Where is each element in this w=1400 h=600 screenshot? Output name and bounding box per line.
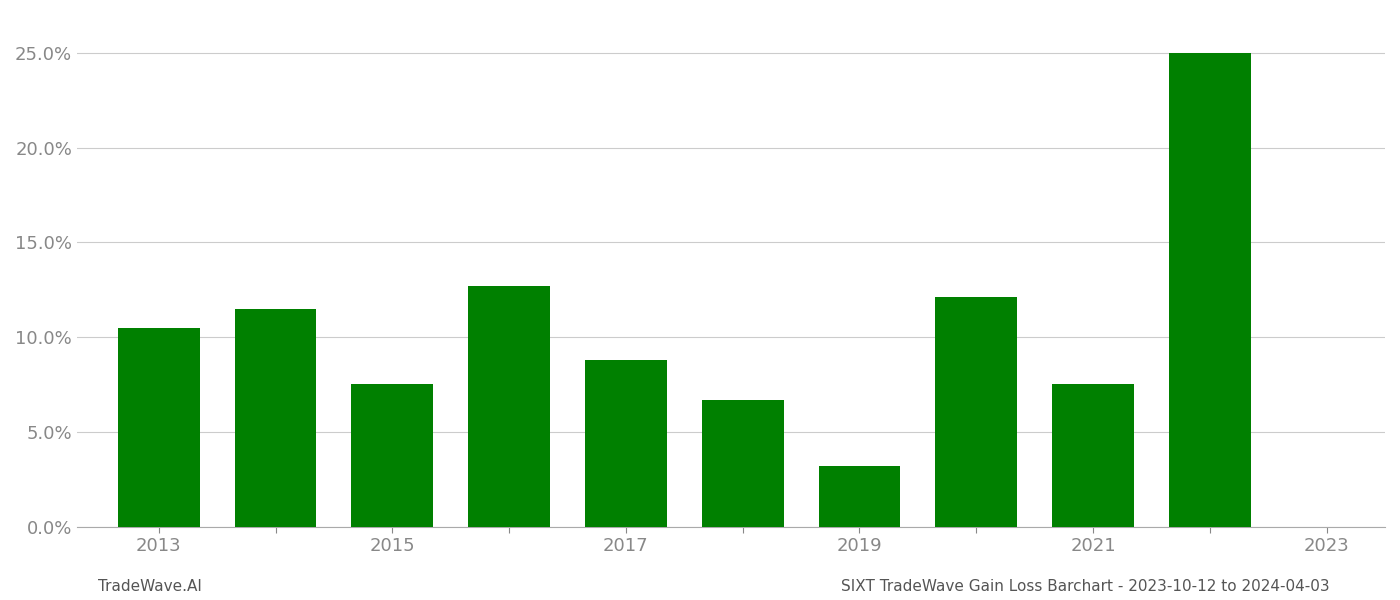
Bar	[351, 385, 433, 527]
Bar	[1169, 53, 1250, 527]
Text: TradeWave.AI: TradeWave.AI	[98, 579, 202, 594]
Bar	[235, 308, 316, 527]
Bar	[468, 286, 550, 527]
Bar	[118, 328, 200, 527]
Bar	[1053, 385, 1134, 527]
Bar	[819, 466, 900, 527]
Text: SIXT TradeWave Gain Loss Barchart - 2023-10-12 to 2024-04-03: SIXT TradeWave Gain Loss Barchart - 2023…	[841, 579, 1330, 594]
Bar	[585, 360, 666, 527]
Bar	[935, 298, 1018, 527]
Bar	[701, 400, 784, 527]
